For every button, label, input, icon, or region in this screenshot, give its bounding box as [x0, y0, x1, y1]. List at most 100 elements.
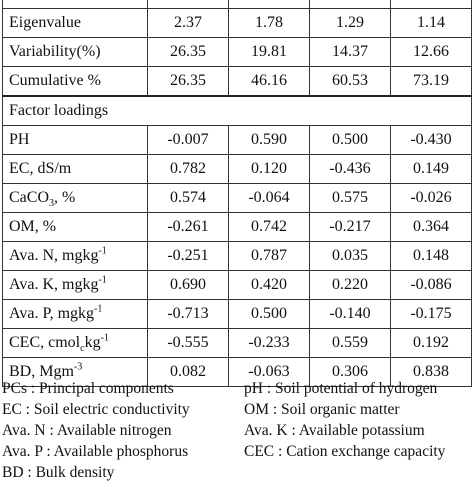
- value-cell: -0.430: [390, 125, 472, 155]
- note-left: PCs : Principal components: [2, 380, 174, 397]
- row-label: CEC, cmolckg-1: [2, 328, 148, 358]
- table-row: Ava. K, mgkg-1 0.690 0.420 0.220 -0.086: [2, 270, 472, 300]
- row-label-main: CaCO: [9, 189, 49, 206]
- note-row: EC : Soil electric conductivity OM : Soil…: [0, 399, 474, 420]
- value-cell: -0.261: [147, 212, 229, 242]
- value-cell: -0.175: [390, 299, 472, 329]
- table-top-row: [2, 0, 472, 9]
- table-row: PH -0.007 0.590 0.500 -0.430: [2, 125, 472, 155]
- abbreviation-notes: PCs : Principal components pH : Soil pote…: [0, 378, 474, 483]
- value-cell: -0.251: [147, 241, 229, 271]
- row-label: BD, Mgm-3: [2, 357, 148, 387]
- value-cell: 26.35: [147, 37, 229, 67]
- row-label-sup: -1: [98, 245, 107, 257]
- row-label: EC, dS/m: [2, 154, 148, 184]
- note-right: CEC : Cation exchange capacity: [244, 443, 446, 460]
- table-row: BD, Mgm-3 0.082 -0.063 0.306 0.838: [2, 357, 472, 387]
- section-label: Factor loadings: [2, 95, 472, 126]
- row-label: PH: [2, 125, 148, 155]
- value-cell: 1.78: [228, 8, 310, 38]
- value-cell: -0.233: [228, 328, 310, 358]
- row-label-main: Ava. K, mgkg: [9, 276, 99, 293]
- value-cell: 0.787: [228, 241, 310, 271]
- row-label-sup: -3: [73, 361, 83, 373]
- row-label-tail: kg: [84, 334, 101, 351]
- row-label-main: BD, Mgm: [9, 363, 74, 380]
- value-cell: 0.782: [147, 154, 229, 184]
- row-label: Variability(%): [2, 37, 148, 67]
- table-row: Eigenvalue 2.37 1.78 1.29 1.14: [2, 8, 472, 38]
- row-label: Eigenvalue: [2, 8, 148, 38]
- value-cell: 2.37: [147, 8, 229, 38]
- note-right: OM : Soil organic matter: [244, 401, 400, 418]
- note-left: Ava. N : Available nitrogen: [2, 422, 172, 439]
- row-label: CaCO3, %: [2, 183, 148, 213]
- value-cell: 0.035: [309, 241, 391, 271]
- row-label-main: EC, dS/m: [9, 160, 72, 177]
- header-cell: [228, 0, 310, 9]
- note-right: pH : Soil potential of hydrogen: [244, 380, 438, 397]
- value-cell: 0.500: [228, 299, 310, 329]
- header-cell: [390, 0, 472, 9]
- value-cell: 0.420: [228, 270, 310, 300]
- value-cell: 0.148: [390, 241, 472, 271]
- value-cell: 12.66: [390, 37, 472, 67]
- value-cell: 19.81: [228, 37, 310, 67]
- table-row: Variability(%) 26.35 19.81 14.37 12.66: [2, 37, 472, 67]
- row-label: OM, %: [2, 212, 148, 242]
- value-cell: 1.29: [309, 8, 391, 38]
- table-row: Cumulative % 26.35 46.16 60.53 73.19: [2, 66, 472, 97]
- header-cell: [147, 0, 229, 9]
- pca-table: Eigenvalue 2.37 1.78 1.29 1.14 Variability(%)…: [2, 0, 472, 387]
- value-cell: -0.217: [309, 212, 391, 242]
- value-cell: 0.838: [390, 357, 472, 387]
- value-cell: 0.192: [390, 328, 472, 358]
- value-cell: -0.555: [147, 328, 229, 358]
- value-cell: -0.086: [390, 270, 472, 300]
- value-cell: 1.14: [390, 8, 472, 38]
- table-row: Ava. N, mgkg-1 -0.251 0.787 0.035 0.148: [2, 241, 472, 271]
- row-label: Ava. P, mgkg-1: [2, 299, 148, 329]
- pca-table-body: Eigenvalue 2.37 1.78 1.29 1.14 Variability(%)…: [2, 0, 472, 387]
- value-cell: -0.007: [147, 125, 229, 155]
- value-cell: -0.436: [309, 154, 391, 184]
- note-left: Ava. P : Available phosphorus: [2, 443, 189, 460]
- value-cell: 0.559: [309, 328, 391, 358]
- row-label-sup: -1: [100, 332, 109, 344]
- row-label-main: OM, %: [9, 218, 57, 235]
- value-cell: 0.149: [390, 154, 472, 184]
- row-label: Ava. N, mgkg-1: [2, 241, 148, 271]
- value-cell: 46.16: [228, 66, 310, 97]
- note-row: BD : Bulk density: [0, 462, 474, 483]
- section-row: Factor loadings: [2, 95, 472, 126]
- value-cell: 0.574: [147, 183, 229, 213]
- table-row: CaCO3, % 0.574 -0.064 0.575 -0.026: [2, 183, 472, 213]
- value-cell: 0.364: [390, 212, 472, 242]
- note-right: Ava. K : Available potassium: [244, 422, 425, 439]
- table-row: OM, % -0.261 0.742 -0.217 0.364: [2, 212, 472, 242]
- table-row: CEC, cmolckg-1 -0.555 -0.233 0.559 0.192: [2, 328, 472, 358]
- row-label-tail: , %: [54, 189, 76, 206]
- note-row: Ava. P : Available phosphorus CEC : Catio…: [0, 441, 474, 462]
- note-left: BD : Bulk density: [2, 464, 115, 481]
- value-cell: -0.026: [390, 183, 472, 213]
- value-cell: 0.082: [147, 357, 229, 387]
- row-label-main: Ava. N, mgkg: [9, 247, 99, 264]
- row-label-sup: -1: [98, 274, 107, 286]
- row-label: Cumulative %: [2, 66, 148, 97]
- note-left: EC : Soil electric conductivity: [2, 401, 190, 418]
- value-cell: 26.35: [147, 66, 229, 97]
- row-label-main: Ava. P, mgkg: [9, 305, 95, 322]
- value-cell: 60.53: [309, 66, 391, 97]
- note-row: PCs : Principal components pH : Soil pote…: [0, 378, 474, 399]
- row-label-sub: c: [80, 343, 85, 355]
- value-cell: 0.306: [309, 357, 391, 387]
- header-cell: [2, 0, 148, 9]
- row-label-sub: 3: [49, 198, 54, 210]
- value-cell: 0.220: [309, 270, 391, 300]
- value-cell: -0.713: [147, 299, 229, 329]
- table-row: EC, dS/m 0.782 0.120 -0.436 0.149: [2, 154, 472, 184]
- row-label-main: PH: [9, 131, 30, 148]
- value-cell: 0.590: [228, 125, 310, 155]
- table-row: Ava. P, mgkg-1 -0.713 0.500 -0.140 -0.175: [2, 299, 472, 329]
